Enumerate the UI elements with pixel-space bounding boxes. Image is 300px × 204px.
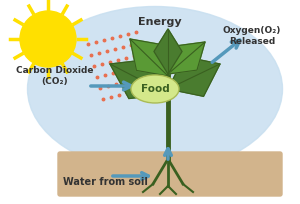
- FancyBboxPatch shape: [58, 152, 282, 196]
- Text: Energy: Energy: [138, 17, 182, 27]
- Polygon shape: [110, 59, 168, 99]
- Polygon shape: [154, 29, 182, 74]
- Polygon shape: [168, 57, 220, 96]
- Polygon shape: [130, 39, 168, 76]
- Circle shape: [20, 11, 76, 67]
- Polygon shape: [168, 42, 205, 74]
- Text: Carbon Dioxide
(CO₂): Carbon Dioxide (CO₂): [16, 66, 94, 86]
- Text: Water from soil: Water from soil: [63, 177, 147, 187]
- Text: Food: Food: [141, 84, 169, 94]
- Text: Oxygen(O₂)
Released: Oxygen(O₂) Released: [223, 26, 281, 46]
- Ellipse shape: [28, 7, 283, 172]
- Ellipse shape: [131, 75, 179, 103]
